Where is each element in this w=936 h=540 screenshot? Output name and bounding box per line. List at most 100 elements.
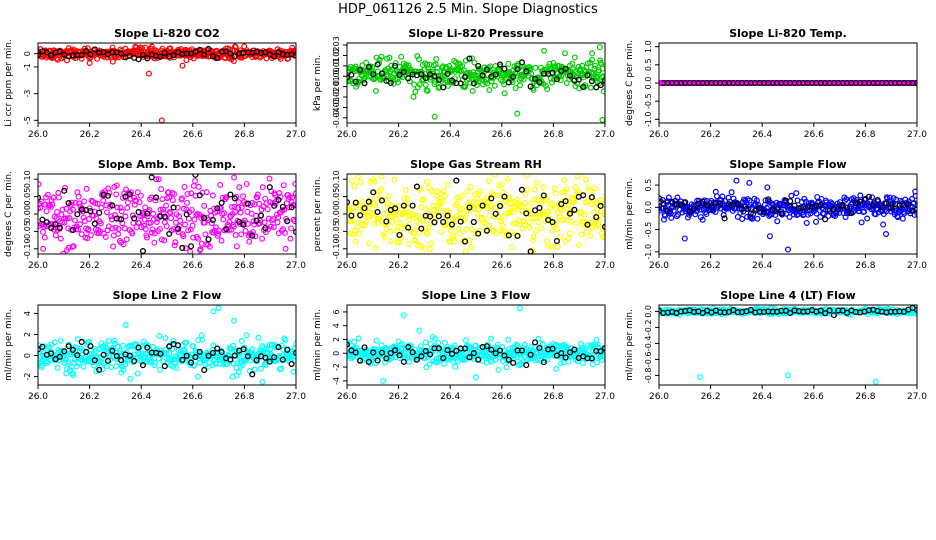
reference-point <box>266 184 273 191</box>
data-points <box>38 174 296 254</box>
reference-point <box>48 350 55 357</box>
data-point <box>488 189 495 196</box>
data-point <box>539 341 546 348</box>
data-point <box>478 68 485 75</box>
x-tick-label: 26.4 <box>131 261 151 271</box>
reference-point <box>288 204 295 211</box>
x-tick-label: 27.0 <box>907 261 927 271</box>
data-point <box>102 233 109 240</box>
data-point <box>858 219 865 226</box>
data-point <box>260 203 267 210</box>
reference-point <box>262 49 269 56</box>
data-point <box>600 201 605 208</box>
y-tick-label: 1.0 <box>644 40 653 53</box>
data-point <box>478 214 485 221</box>
reference-point <box>249 232 256 239</box>
data-point <box>38 181 42 188</box>
data-point <box>422 81 429 88</box>
reference-point <box>218 199 225 206</box>
data-point <box>264 206 271 213</box>
data-point <box>142 204 149 211</box>
data-point <box>103 209 110 216</box>
data-point <box>441 360 448 367</box>
reference-point <box>170 204 177 211</box>
data-point <box>55 194 62 201</box>
x-tick-label: 26.0 <box>28 130 48 140</box>
reference-point <box>166 230 173 237</box>
data-point <box>287 235 294 242</box>
data-point <box>58 347 65 354</box>
reference-point <box>201 215 208 222</box>
reference-point <box>236 218 243 225</box>
data-point <box>57 337 64 344</box>
reference-point <box>466 204 473 211</box>
reference-point <box>418 353 425 360</box>
data-point <box>166 194 173 201</box>
reference-point <box>69 346 77 353</box>
reference-point <box>580 83 587 91</box>
reference-point <box>787 309 794 317</box>
data-point <box>576 241 583 248</box>
reference-point <box>523 68 530 75</box>
y-tick-label: 0.01 <box>332 57 341 75</box>
reference-point <box>361 205 368 212</box>
reference-point <box>240 346 247 353</box>
reference-point <box>479 72 486 79</box>
data-point <box>195 183 202 190</box>
data-point <box>598 356 605 363</box>
x-tick-label: 26.0 <box>649 130 669 140</box>
reference-point <box>492 71 499 78</box>
data-point <box>522 191 529 198</box>
data-point <box>182 221 189 228</box>
reference-point <box>470 350 477 357</box>
data-point <box>232 209 239 216</box>
data-point <box>593 216 600 223</box>
outlier-point <box>431 113 438 120</box>
data-point <box>233 243 240 250</box>
reference-point <box>475 356 482 363</box>
reference-point <box>279 356 286 363</box>
figure-title: HDP_061126 2.5 Min. Slope Diagnostics <box>338 2 598 17</box>
data-point <box>212 224 219 231</box>
y-axis-label: percent per min. <box>313 177 323 252</box>
reference-point <box>405 224 412 231</box>
data-point <box>384 201 391 208</box>
data-point <box>57 235 64 242</box>
reference-point <box>48 52 55 59</box>
data-point <box>406 216 413 223</box>
reference-point <box>883 200 890 207</box>
reference-point <box>409 349 416 356</box>
data-point <box>537 80 544 87</box>
data-point <box>415 242 422 249</box>
reference-point <box>531 207 539 214</box>
data-point <box>459 192 466 199</box>
plot-frame <box>346 173 606 255</box>
data-point <box>380 210 387 217</box>
data-point <box>136 199 143 206</box>
data-point <box>523 174 530 179</box>
data-point <box>97 220 104 227</box>
data-point <box>517 82 524 89</box>
data-point <box>372 87 379 94</box>
data-point <box>111 337 118 344</box>
data-point <box>433 208 440 215</box>
data-point <box>571 54 578 61</box>
data-point <box>404 195 411 202</box>
reference-point <box>756 205 763 212</box>
data-point <box>71 217 78 224</box>
outlier-point <box>400 312 407 319</box>
data-point <box>108 216 115 223</box>
data-point <box>483 76 490 83</box>
data-point <box>912 308 917 315</box>
data-point <box>560 216 567 223</box>
reference-point <box>370 349 377 356</box>
outlier-point <box>596 44 603 51</box>
data-point <box>220 361 227 368</box>
reference-point <box>231 53 238 60</box>
y-tick-label: 0.5 <box>644 58 653 71</box>
data-point <box>555 200 562 207</box>
chart-title: Slope Amb. Box Temp. <box>98 158 236 171</box>
x-tick-label: 26.0 <box>337 392 357 402</box>
data-point <box>440 188 447 195</box>
y-tick-label: 0.5 <box>644 179 653 192</box>
